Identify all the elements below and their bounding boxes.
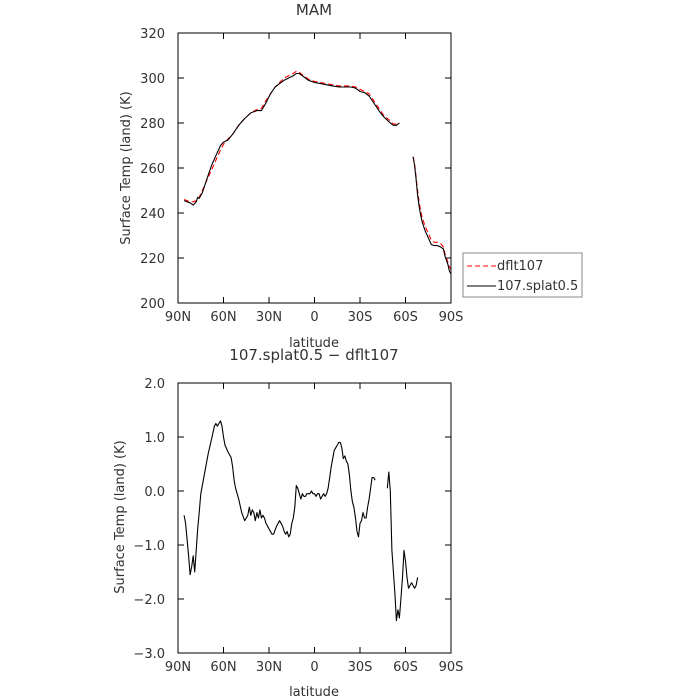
- top-chart-series-line-dflt107: [183, 70, 400, 203]
- top-chart-x-tick-label: 60N: [210, 310, 236, 325]
- bottom-chart-x-ticks: 90N 60N 30N 0 30S 60S 90S: [165, 383, 464, 675]
- bottom-chart-y-tick-label: −3.0: [133, 647, 165, 662]
- bottom-chart-x-tick-label: 60S: [393, 660, 418, 675]
- top-chart-series-line-107-splat0-5: [183, 72, 400, 206]
- legend-box: [462, 252, 583, 298]
- legend-label-splat: 107.splat0.5: [497, 279, 578, 294]
- bottom-chart-series-line-difference: [183, 420, 376, 576]
- bottom-chart-y-axis-label: Surface Temp (land) (K): [113, 440, 128, 593]
- top-chart-x-tick-label: 30S: [348, 310, 373, 325]
- bottom-chart-y-ticks: −3.0 −2.0 −1.0 0.0 1.0 2.0: [133, 377, 451, 662]
- top-chart-y-tick-label: 300: [140, 72, 165, 87]
- top-chart-x-tick-label: 90N: [165, 310, 191, 325]
- top-chart-x-tick-label: 60S: [393, 310, 418, 325]
- top-chart-y-axis-label: Surface Temp (land) (K): [119, 91, 134, 244]
- legend-label-dflt107: dflt107: [497, 259, 543, 274]
- top-chart-y-tick-label: 220: [140, 252, 165, 267]
- top-chart-y-tick-label: 240: [140, 207, 165, 222]
- top-chart-series-line-107-splat0-5: [412, 156, 452, 275]
- bottom-chart-x-tick-label: 60N: [210, 660, 236, 675]
- top-chart-x-tick-label: 30N: [256, 310, 282, 325]
- legend: dflt107 107.splat0.5: [462, 252, 583, 298]
- bottom-chart-frame: [177, 382, 452, 654]
- top-chart-x-tick-label: 0: [310, 310, 318, 325]
- top-chart-x-tick-label: 90S: [439, 310, 464, 325]
- bottom-chart-x-tick-label: 0: [310, 660, 318, 675]
- bottom-chart-y-tick-label: −1.0: [133, 539, 165, 554]
- top-chart-frame: [177, 32, 452, 304]
- bottom-chart-x-tick-label: 30N: [256, 660, 282, 675]
- bottom-chart-series-line-difference: [386, 471, 419, 622]
- bottom-chart-panel: 107.splat0.5 − dflt107 Surface Temp (lan…: [113, 346, 463, 700]
- bottom-chart-x-tick-label: 90S: [439, 660, 464, 675]
- bottom-chart-series: [183, 420, 419, 622]
- bottom-chart-y-tick-label: 0.0: [144, 485, 165, 500]
- bottom-chart-x-tick-label: 30S: [348, 660, 373, 675]
- bottom-chart-y-tick-label: 1.0: [144, 431, 165, 446]
- top-chart-x-ticks: 90N 60N 30N 0 30S 60S 90S: [165, 33, 464, 325]
- top-chart-title: MAM: [296, 1, 332, 19]
- top-chart-panel: MAM Surface Temp (land) (K) latitude 90N…: [119, 1, 463, 351]
- top-chart-y-tick-label: 280: [140, 117, 165, 132]
- top-chart-y-tick-label: 320: [140, 27, 165, 42]
- bottom-chart-title: 107.splat0.5 − dflt107: [229, 346, 398, 364]
- bottom-chart-y-tick-label: 2.0: [144, 377, 165, 392]
- bottom-chart-x-tick-label: 90N: [165, 660, 191, 675]
- top-chart-y-ticks: 200 220 240 260 280 300 320: [140, 27, 451, 312]
- top-chart-y-tick-label: 260: [140, 162, 165, 177]
- top-chart-y-tick-label: 200: [140, 297, 165, 312]
- top-chart-series: [183, 70, 452, 275]
- bottom-chart-x-axis-label: latitude: [289, 685, 339, 700]
- top-chart-x-axis-label: latitude: [289, 336, 339, 351]
- bottom-chart-y-tick-label: −2.0: [133, 593, 165, 608]
